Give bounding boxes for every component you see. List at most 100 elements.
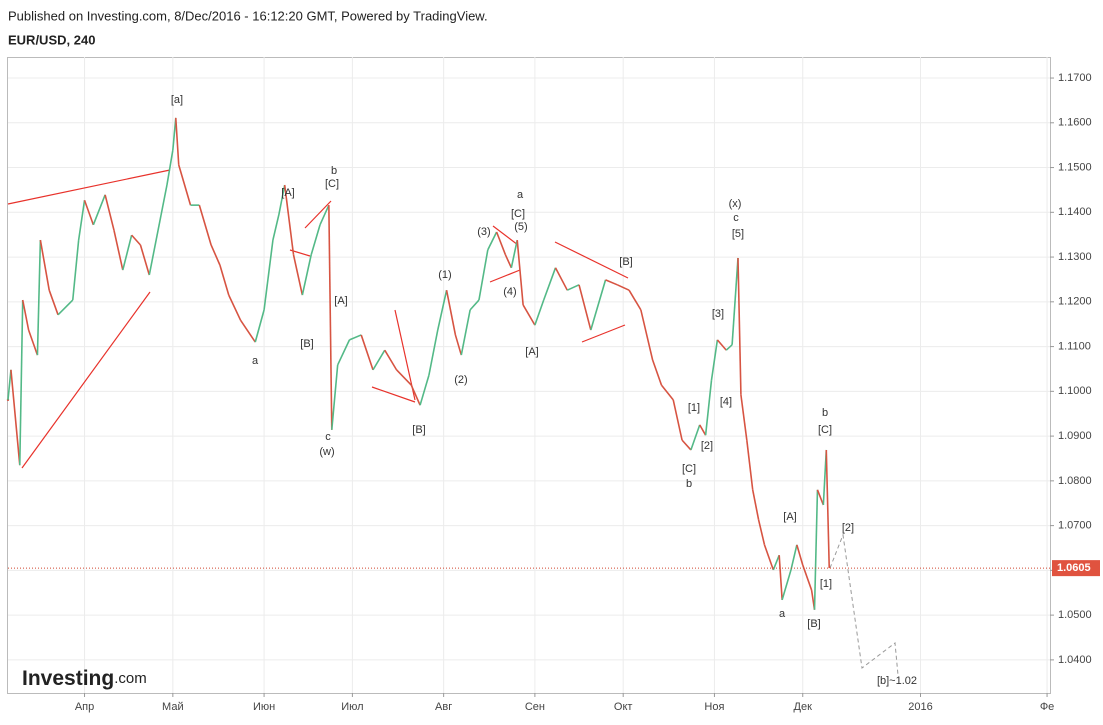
x-tick-label: Июн <box>253 701 275 713</box>
price-segment <box>640 309 654 361</box>
y-tick-label: 1.0700 <box>1058 520 1092 532</box>
x-tick-label: Июл <box>341 701 363 713</box>
wave-label: [a] <box>171 94 183 106</box>
wave-label: [3] <box>712 308 724 320</box>
y-tick-label: 1.0900 <box>1058 430 1092 442</box>
wave-label: c <box>733 212 739 224</box>
price-segment <box>131 234 142 246</box>
price-segment <box>328 205 333 430</box>
wave-label: [C] <box>682 463 696 475</box>
price-segment <box>239 319 256 343</box>
wave-label: (2) <box>454 374 467 386</box>
price-segment <box>395 369 412 386</box>
y-tick-label: 1.1300 <box>1058 251 1092 263</box>
price-segment <box>210 244 221 266</box>
price-segment <box>616 284 630 291</box>
price-segment <box>228 294 242 321</box>
price-segment <box>460 309 471 356</box>
wave-label: c <box>325 431 331 443</box>
price-segment <box>716 339 727 351</box>
price-segment <box>495 231 507 256</box>
plot-frame <box>7 57 1051 694</box>
price-segment <box>310 224 321 256</box>
price-segment <box>801 564 813 591</box>
price-segment <box>39 239 50 291</box>
price-segment <box>18 300 24 466</box>
y-tick-label: 1.1600 <box>1058 117 1092 129</box>
price-segment <box>681 439 692 451</box>
price-segment <box>36 240 42 356</box>
price-segment <box>542 267 557 301</box>
wave-label: [C] <box>818 424 832 436</box>
y-tick-label: 1.1000 <box>1058 385 1092 397</box>
price-segment <box>566 284 580 291</box>
last-price-box <box>1052 560 1100 577</box>
logo: Investing.com <box>22 667 147 690</box>
price-segment <box>113 230 124 271</box>
price-segment <box>198 204 212 246</box>
price-segment <box>278 184 286 216</box>
price-segment <box>445 290 457 336</box>
x-tick-label: Фе <box>1040 701 1054 713</box>
x-tick-label: Окт <box>614 701 633 713</box>
price-segment <box>372 349 386 371</box>
price-segment <box>469 299 480 311</box>
price-segment <box>816 489 825 506</box>
wave-label: a <box>517 189 524 201</box>
wave-label: a <box>252 355 259 367</box>
logo-main: Investing <box>22 667 114 690</box>
published-note: Published on Investing.com, 8/Dec/2016 -… <box>8 8 488 23</box>
price-segment <box>272 214 280 241</box>
price-segment <box>21 299 30 331</box>
last-price-label: 1.0605 <box>1057 562 1091 574</box>
price-segment <box>384 349 398 371</box>
price-segment <box>522 304 536 326</box>
y-tick-label: 1.1200 <box>1058 296 1092 308</box>
y-tick-label: 1.0500 <box>1058 609 1092 621</box>
price-segment <box>172 117 177 151</box>
price-segment <box>104 194 115 231</box>
symbol-title: EUR/USD, 240 <box>8 32 95 47</box>
y-tick-label: 1.0800 <box>1058 475 1092 487</box>
price-segment <box>781 569 792 601</box>
price-segment <box>419 374 430 406</box>
wave-label: a <box>779 608 786 620</box>
price-segment <box>319 204 330 226</box>
logo-suffix: .com <box>114 670 147 687</box>
wave-label: [A] <box>281 187 294 199</box>
x-tick-label: Сен <box>525 701 545 713</box>
price-segment <box>349 334 362 341</box>
price-segment <box>813 489 819 610</box>
price-segment <box>590 279 607 331</box>
wave-label: (5) <box>514 221 527 233</box>
wave-label: [C] <box>325 178 339 190</box>
price-segment <box>672 399 683 441</box>
price-segment <box>428 329 439 376</box>
price-segment <box>578 284 592 331</box>
price-segment <box>48 289 59 316</box>
price-segment <box>71 239 80 301</box>
price-segment <box>122 234 133 271</box>
wave-label: [A] <box>525 346 538 358</box>
price-segment <box>534 299 545 326</box>
wave-label: [A] <box>783 511 796 523</box>
price-segment <box>148 214 162 276</box>
y-tick-label: 1.1700 <box>1058 72 1092 84</box>
wave-label: [B] <box>300 338 313 350</box>
price-segment <box>737 257 742 395</box>
price-segment <box>778 555 783 600</box>
price-segment <box>360 334 374 371</box>
price-segment <box>454 334 463 356</box>
price-segment <box>10 369 21 466</box>
price-segment <box>77 200 86 241</box>
price-segment <box>746 440 754 490</box>
price-segment <box>174 117 180 165</box>
wave-label: [4] <box>720 396 732 408</box>
price-segment <box>825 449 831 569</box>
price-segment <box>763 544 775 571</box>
wave-label: (3) <box>477 226 490 238</box>
wave-label: [B] <box>619 256 632 268</box>
price-segment <box>699 424 707 436</box>
price-segment <box>751 489 760 520</box>
